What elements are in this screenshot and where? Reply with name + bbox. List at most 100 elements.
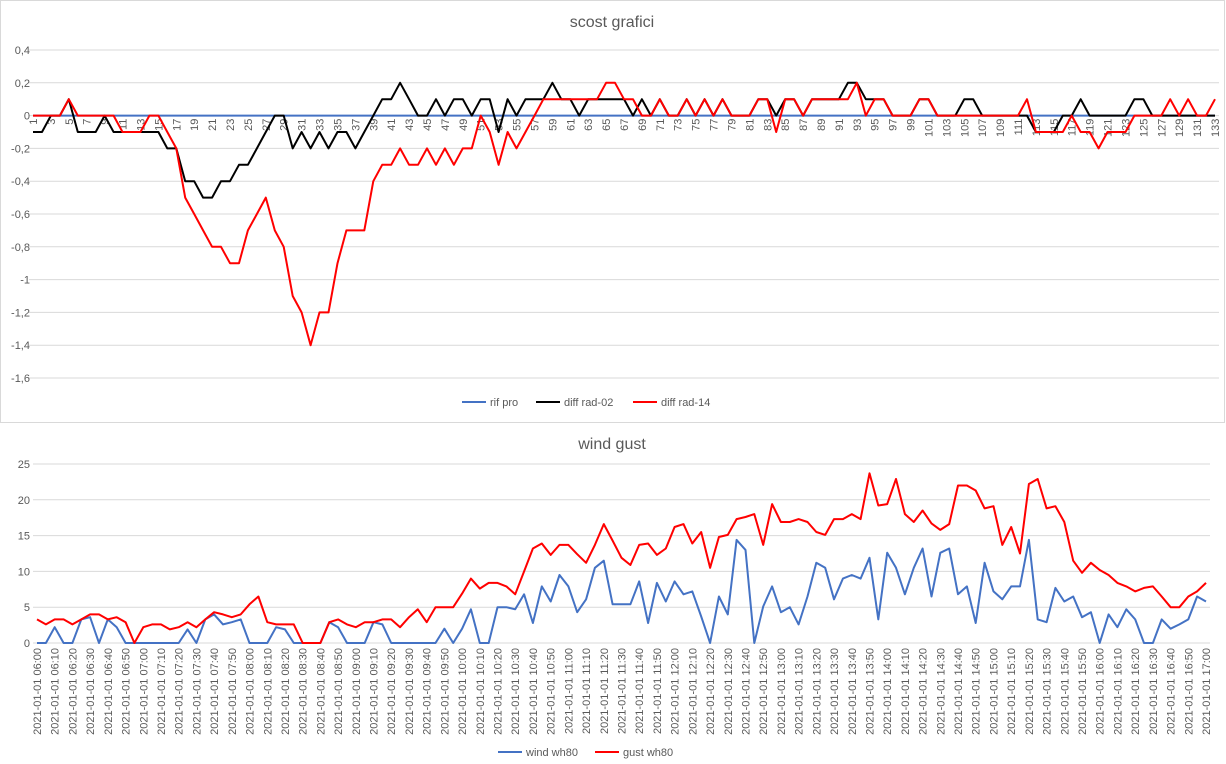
x-tick-label: 1 — [28, 119, 40, 125]
x-tick-label: 67 — [619, 119, 631, 131]
x-tick-label: 2021-01-01 16:00 — [1095, 648, 1107, 735]
y-tick-label: -1,2 — [11, 307, 30, 319]
legend-label-rif-pro: rif pro — [490, 397, 518, 409]
y-tick-label: -0,2 — [11, 143, 30, 155]
x-tick-label: 73 — [673, 119, 685, 131]
x-tick-label: 2021-01-01 09:40 — [422, 648, 434, 735]
x-tick-label: 2021-01-01 12:30 — [723, 648, 735, 735]
x-tick-label: 2021-01-01 07:40 — [209, 648, 221, 735]
x-tick-label: 2021-01-01 16:20 — [1130, 648, 1142, 735]
x-tick-label: 125 — [1138, 119, 1150, 137]
x-tick-label: 37 — [350, 119, 362, 131]
series-line-diff-rad-14 — [33, 81, 1216, 347]
x-tick-label: 99 — [906, 119, 918, 131]
x-tick-label: 91 — [834, 119, 846, 131]
x-tick-label: 2021-01-01 08:20 — [280, 648, 292, 735]
x-tick-label: 2021-01-01 13:00 — [776, 648, 788, 735]
x-tick-label: 103 — [941, 119, 953, 137]
x-tick-label: 81 — [744, 119, 756, 131]
x-tick-label: 2021-01-01 09:30 — [404, 648, 416, 735]
x-tick-label: 101 — [923, 119, 935, 137]
x-tick-label: 2021-01-01 10:00 — [457, 648, 469, 735]
x-tick-label: 2021-01-01 06:10 — [50, 648, 62, 735]
x-tick-label: 19 — [189, 119, 201, 131]
x-tick-label: 107 — [977, 119, 989, 137]
x-tick-label: 47 — [440, 119, 452, 131]
y-tick-label: -0,4 — [11, 176, 30, 188]
x-tick-label: 105 — [959, 119, 971, 137]
x-tick-label: 5 — [64, 119, 76, 125]
bottom-chart-title: wind gust — [577, 436, 646, 453]
x-tick-label: 2021-01-01 06:00 — [32, 648, 44, 735]
x-tick-label: 43 — [404, 119, 416, 131]
x-tick-label: 77 — [709, 119, 721, 131]
x-tick-label: 11 — [118, 119, 130, 130]
x-tick-label: 9 — [100, 119, 112, 125]
x-tick-label: 93 — [852, 119, 864, 131]
x-tick-label: 111 — [1013, 119, 1025, 136]
x-tick-label: 63 — [583, 119, 595, 131]
x-tick-label: 2021-01-01 08:40 — [315, 648, 327, 735]
legend-label-diff-rad-14: diff rad-14 — [661, 397, 710, 409]
x-tick-label: 133 — [1210, 119, 1222, 137]
legend-label-wind-wh80: wind wh80 — [525, 747, 578, 759]
x-tick-label: 2021-01-01 10:30 — [510, 648, 522, 735]
x-tick-label: 121 — [1103, 119, 1115, 137]
x-tick-label: 2021-01-01 06:50 — [121, 648, 133, 735]
x-tick-label: 2021-01-01 12:00 — [670, 648, 682, 735]
x-tick-label: 2021-01-01 13:20 — [811, 648, 823, 735]
x-tick-label: 2021-01-01 08:50 — [333, 648, 345, 735]
x-tick-label: 3 — [46, 119, 58, 125]
legend-label-diff-rad-02: diff rad-02 — [564, 397, 613, 409]
x-tick-label: 127 — [1156, 119, 1168, 137]
x-tick-label: 2021-01-01 12:20 — [705, 648, 717, 735]
x-tick-label: 2021-01-01 12:50 — [758, 648, 770, 735]
x-tick-label: 2021-01-01 15:00 — [988, 648, 1000, 735]
x-tick-label: 2021-01-01 07:20 — [174, 648, 186, 735]
x-tick-label: 2021-01-01 11:10 — [581, 648, 593, 734]
x-tick-label: 21 — [207, 119, 219, 131]
y-tick-label: 0 — [24, 638, 30, 650]
x-tick-label: 2021-01-01 10:50 — [546, 648, 558, 735]
y-tick-label: 5 — [24, 602, 30, 614]
y-tick-label: 20 — [18, 495, 30, 507]
x-tick-label: 69 — [637, 119, 649, 131]
x-tick-label: 71 — [655, 119, 667, 131]
x-tick-label: 31 — [297, 119, 309, 131]
x-tick-label: 2021-01-01 12:40 — [740, 648, 752, 735]
x-tick-label: 61 — [565, 119, 577, 131]
x-tick-label: 2021-01-01 14:20 — [918, 648, 930, 735]
top-chart-title: scost grafici — [570, 14, 654, 31]
x-tick-label: 2021-01-01 15:10 — [1006, 648, 1018, 735]
x-tick-label: 2021-01-01 11:30 — [617, 648, 629, 734]
x-tick-label: 17 — [171, 119, 183, 131]
x-tick-label: 2021-01-01 16:40 — [1166, 648, 1178, 735]
x-tick-label: 57 — [529, 119, 541, 131]
x-tick-label: 2021-01-01 11:20 — [599, 648, 611, 734]
x-tick-label: 2021-01-01 10:10 — [475, 648, 487, 735]
series-line-gust-wh80 — [36, 472, 1207, 644]
top-chart: 0,40,20-0,2-0,4-0,6-0,8-1-1,2-1,4-1,61 3 5… — [11, 45, 1222, 385]
y-tick-label: 15 — [18, 531, 30, 543]
y-tick-label: -0,8 — [11, 242, 30, 254]
x-tick-label: 2021-01-01 13:40 — [847, 648, 859, 735]
x-tick-label: 85 — [780, 119, 792, 131]
x-tick-label: 87 — [798, 119, 810, 131]
x-tick-label: 79 — [726, 119, 738, 131]
x-tick-label: 2021-01-01 13:30 — [829, 648, 841, 735]
x-tick-label: 2021-01-01 16:50 — [1183, 648, 1195, 735]
x-tick-label: 2021-01-01 07:10 — [156, 648, 168, 735]
x-tick-label: 59 — [547, 119, 559, 131]
x-tick-label: 89 — [816, 119, 828, 131]
legend-label-gust-wh80: gust wh80 — [623, 747, 673, 759]
y-tick-label: -0,6 — [11, 209, 30, 221]
x-tick-label: 2021-01-01 14:50 — [971, 648, 983, 735]
x-tick-label: 2021-01-01 14:10 — [900, 648, 912, 735]
x-tick-label: 2021-01-01 16:10 — [1112, 648, 1124, 735]
top-chart-border — [0, 0, 1225, 423]
y-tick-label: 0,2 — [15, 78, 30, 90]
x-tick-label: 2021-01-01 17:00 — [1201, 648, 1213, 735]
bottom-legend: wind wh80 gust wh80 — [498, 747, 673, 759]
x-tick-label: 2021-01-01 11:40 — [634, 648, 646, 734]
x-tick-label: 2021-01-01 08:30 — [298, 648, 310, 735]
